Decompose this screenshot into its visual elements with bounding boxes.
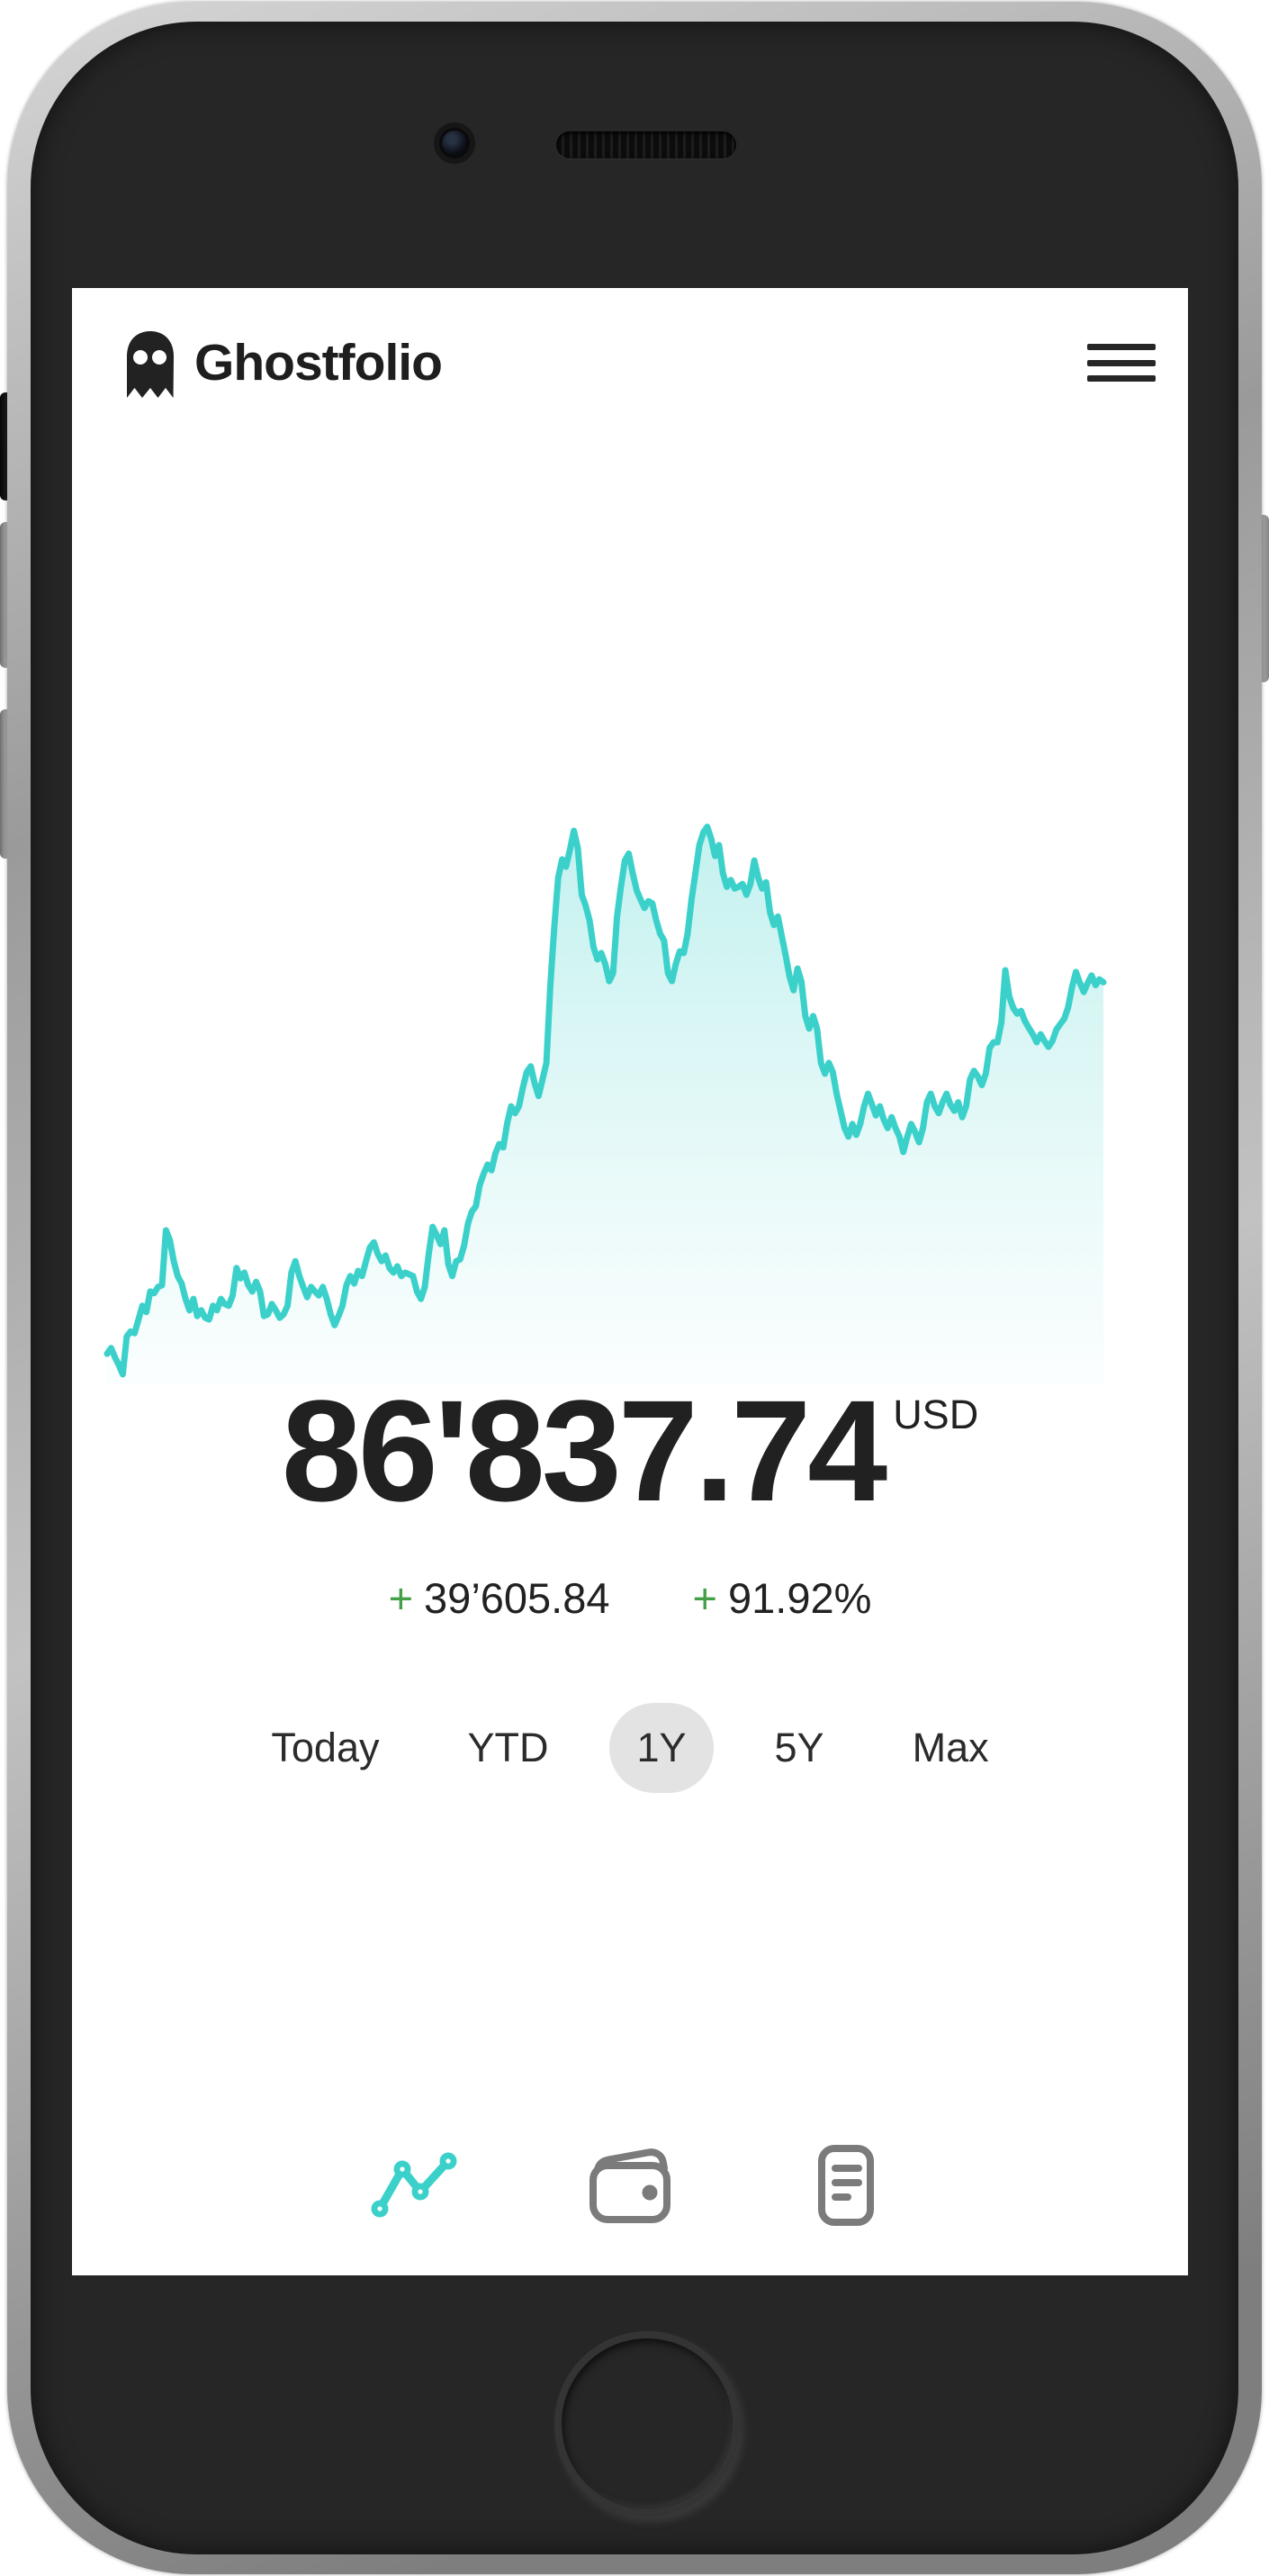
- portfolio-total-value: 86'837.74 USD: [72, 1379, 1188, 1523]
- app-title: Ghostfolio: [194, 334, 443, 392]
- tab-transactions-reader-icon[interactable]: [801, 2139, 891, 2232]
- range-button-max[interactable]: Max: [886, 1703, 1016, 1793]
- home-button: [554, 2331, 740, 2517]
- performance-chart[interactable]: [104, 814, 1107, 1385]
- total-value: 86'837.74: [281, 1370, 887, 1531]
- front-camera-icon: [439, 128, 470, 158]
- range-button-ytd[interactable]: YTD: [440, 1703, 575, 1793]
- app-screen: Ghostfolio 86'837.74 USD: [72, 288, 1188, 2275]
- change-absolute: + 39’605.84: [388, 1574, 610, 1622]
- portfolio-changes: + 39’605.84 + 91.92%: [72, 1573, 1188, 1623]
- range-selector: Today YTD 1Y 5Y Max: [72, 1703, 1188, 1793]
- hamburger-menu-icon[interactable]: [1087, 344, 1156, 382]
- range-button-5y[interactable]: 5Y: [748, 1703, 851, 1793]
- bottom-tab-bar: [72, 2139, 1188, 2232]
- earpiece-speaker: [556, 131, 736, 158]
- tab-home-analytics-icon[interactable]: [369, 2139, 459, 2232]
- range-button-today[interactable]: Today: [244, 1703, 406, 1793]
- ghost-logo-icon[interactable]: [122, 329, 178, 400]
- app-header: Ghostfolio: [72, 288, 1188, 441]
- plus-sign-icon: +: [388, 1574, 414, 1622]
- plus-sign-icon: +: [692, 1574, 717, 1622]
- range-button-1y[interactable]: 1Y: [609, 1703, 714, 1793]
- tab-portfolio-wallet-icon[interactable]: [585, 2139, 675, 2232]
- currency-label: USD: [893, 1392, 979, 1437]
- change-percent: + 91.92%: [692, 1574, 872, 1622]
- chart-line: [104, 824, 1107, 1378]
- chart-area-fill: [107, 826, 1103, 1385]
